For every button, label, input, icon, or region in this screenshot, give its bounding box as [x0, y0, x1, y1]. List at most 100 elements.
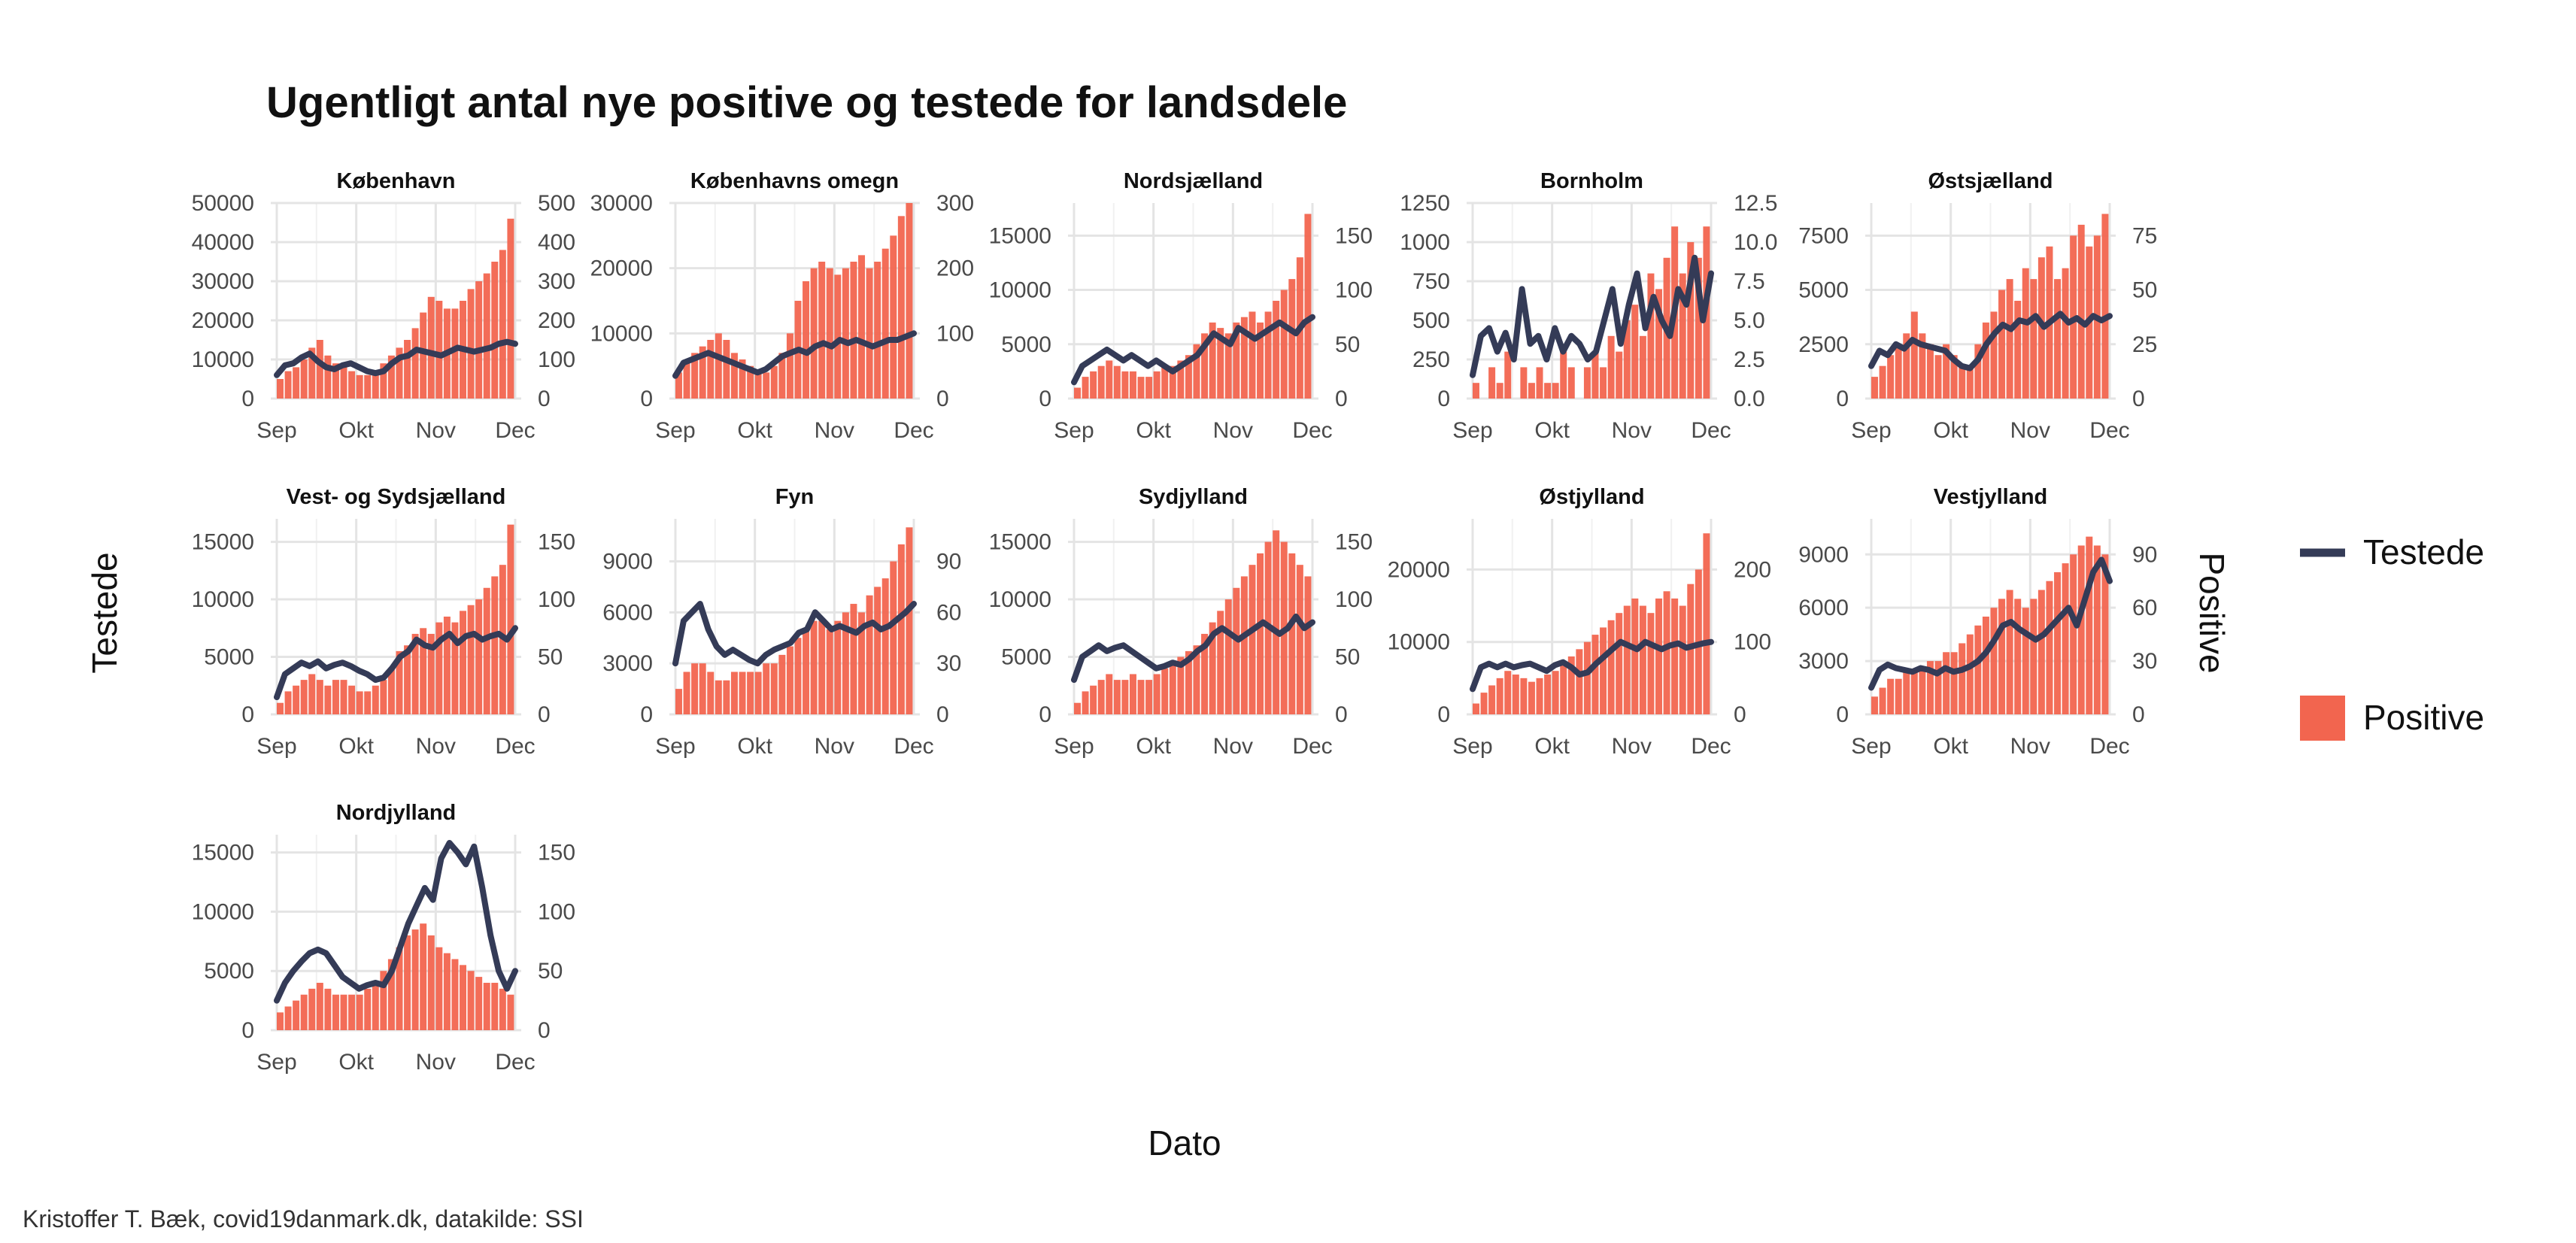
positive-bar	[1655, 598, 1663, 714]
positive-bar	[1616, 351, 1623, 399]
positive-bar	[1473, 703, 1479, 714]
positive-bar	[1998, 290, 2006, 399]
y-tick-label-right: 0	[538, 702, 551, 727]
positive-bar	[1966, 634, 1974, 714]
positive-bar	[435, 947, 443, 1030]
positive-bar	[1090, 685, 1097, 714]
positive-bar	[435, 301, 443, 399]
positive-bar	[1919, 333, 1926, 399]
y-tick-label-right: 0	[2132, 702, 2145, 727]
positive-bar	[396, 347, 403, 399]
positive-bar	[1217, 328, 1224, 399]
y-tick-label-left: 750	[1412, 269, 1450, 294]
positive-bar	[284, 691, 292, 714]
positive-bar	[1161, 668, 1169, 714]
positive-bar	[818, 620, 826, 714]
positive-bar	[906, 203, 913, 399]
positive-bar	[2062, 268, 2069, 399]
x-tick-label: Dec	[495, 734, 535, 759]
positive-bar	[1097, 365, 1105, 399]
y-tick-label-right: 50	[1335, 332, 1360, 357]
positive-bar	[1887, 678, 1895, 714]
positive-bar	[1990, 608, 1998, 714]
chart-title: Ugentligt antal nye positive og testede …	[266, 78, 1347, 127]
positive-bar	[491, 262, 499, 399]
positive-bar	[1137, 377, 1145, 399]
positive-bar	[1879, 365, 1886, 399]
y-tick-label-left: 40000	[192, 230, 254, 255]
positive-bar	[850, 604, 857, 714]
y-tick-label-left: 5000	[1798, 278, 1849, 303]
positive-bar	[332, 680, 339, 714]
positive-bar	[380, 680, 387, 714]
y-tick-label-right: 90	[2132, 542, 2157, 567]
positive-bar	[1990, 311, 1998, 399]
positive-bar	[411, 633, 419, 714]
positive-bar	[1240, 317, 1248, 399]
positive-bar	[1488, 367, 1496, 399]
positive-bar	[1129, 371, 1136, 399]
positive-bar	[387, 959, 395, 1030]
positive-bar	[786, 646, 793, 714]
positive-bar	[754, 372, 762, 399]
y-tick-label-left: 3000	[1798, 649, 1849, 674]
positive-bar	[675, 689, 682, 714]
x-tick-label: Dec	[2089, 418, 2129, 443]
positive-bar	[420, 628, 427, 714]
positive-bar	[1959, 643, 1966, 714]
y-tick-label-right: 100	[538, 899, 575, 924]
positive-bar	[1926, 661, 1934, 714]
positive-bar	[427, 296, 435, 399]
positive-bar	[1903, 669, 1910, 714]
positive-bar	[874, 587, 881, 714]
positive-bar	[1488, 685, 1496, 714]
x-tick-label: Nov	[416, 418, 456, 443]
testede-line	[1470, 254, 1714, 378]
positive-bar	[499, 988, 506, 1030]
y-tick-label-left: 0	[640, 702, 653, 727]
positive-bar	[1082, 377, 1089, 399]
positive-bar	[778, 353, 786, 399]
positive-bar	[1879, 687, 1886, 714]
positive-bar	[739, 359, 746, 399]
positive-bar	[874, 262, 881, 399]
positive-bar	[1177, 360, 1185, 399]
y-tick-label-right: 50	[538, 959, 563, 984]
positive-bar	[443, 953, 451, 1030]
positive-bar	[1959, 365, 1966, 399]
legend-label-testede: Testede	[2363, 532, 2484, 571]
y-tick-label-left: 1000	[1400, 230, 1450, 255]
positive-bar	[380, 971, 387, 1030]
positive-bar	[2086, 536, 2093, 714]
positive-bar	[858, 255, 866, 399]
positive-bar	[1655, 289, 1663, 399]
testede-line	[1868, 556, 2113, 691]
y-tick-label-right: 100	[1734, 630, 1771, 655]
y-tick-label-left: 0	[1039, 702, 1051, 727]
positive-bar	[316, 680, 323, 714]
positive-bar	[308, 988, 316, 1030]
positive-bar	[372, 982, 379, 1030]
x-tick-label: Okt	[737, 418, 772, 443]
positive-bar	[1304, 576, 1312, 714]
positive-bar	[1296, 565, 1303, 714]
positive-bar	[2054, 279, 2062, 399]
positive-bar	[1209, 322, 1216, 399]
positive-bar	[1966, 365, 1974, 399]
y-tick-label-left: 3000	[602, 651, 653, 676]
x-tick-label: Nov	[416, 734, 456, 759]
positive-bar	[1224, 333, 1232, 399]
positive-bar	[739, 672, 746, 714]
positive-bar	[2077, 224, 2085, 399]
positive-bar	[277, 379, 284, 399]
positive-bar	[316, 982, 323, 1030]
positive-bar	[332, 363, 339, 399]
x-tick-label: Dec	[894, 418, 933, 443]
legend-label-positive: Positive	[2363, 698, 2484, 737]
positive-bar	[1934, 661, 1942, 714]
y-axis-label-left: Testede	[85, 552, 124, 673]
facet-panel: Bornholm Sep Okt Nov Dec 0 250 500 750 1000 1250 0.…	[1400, 169, 1777, 443]
